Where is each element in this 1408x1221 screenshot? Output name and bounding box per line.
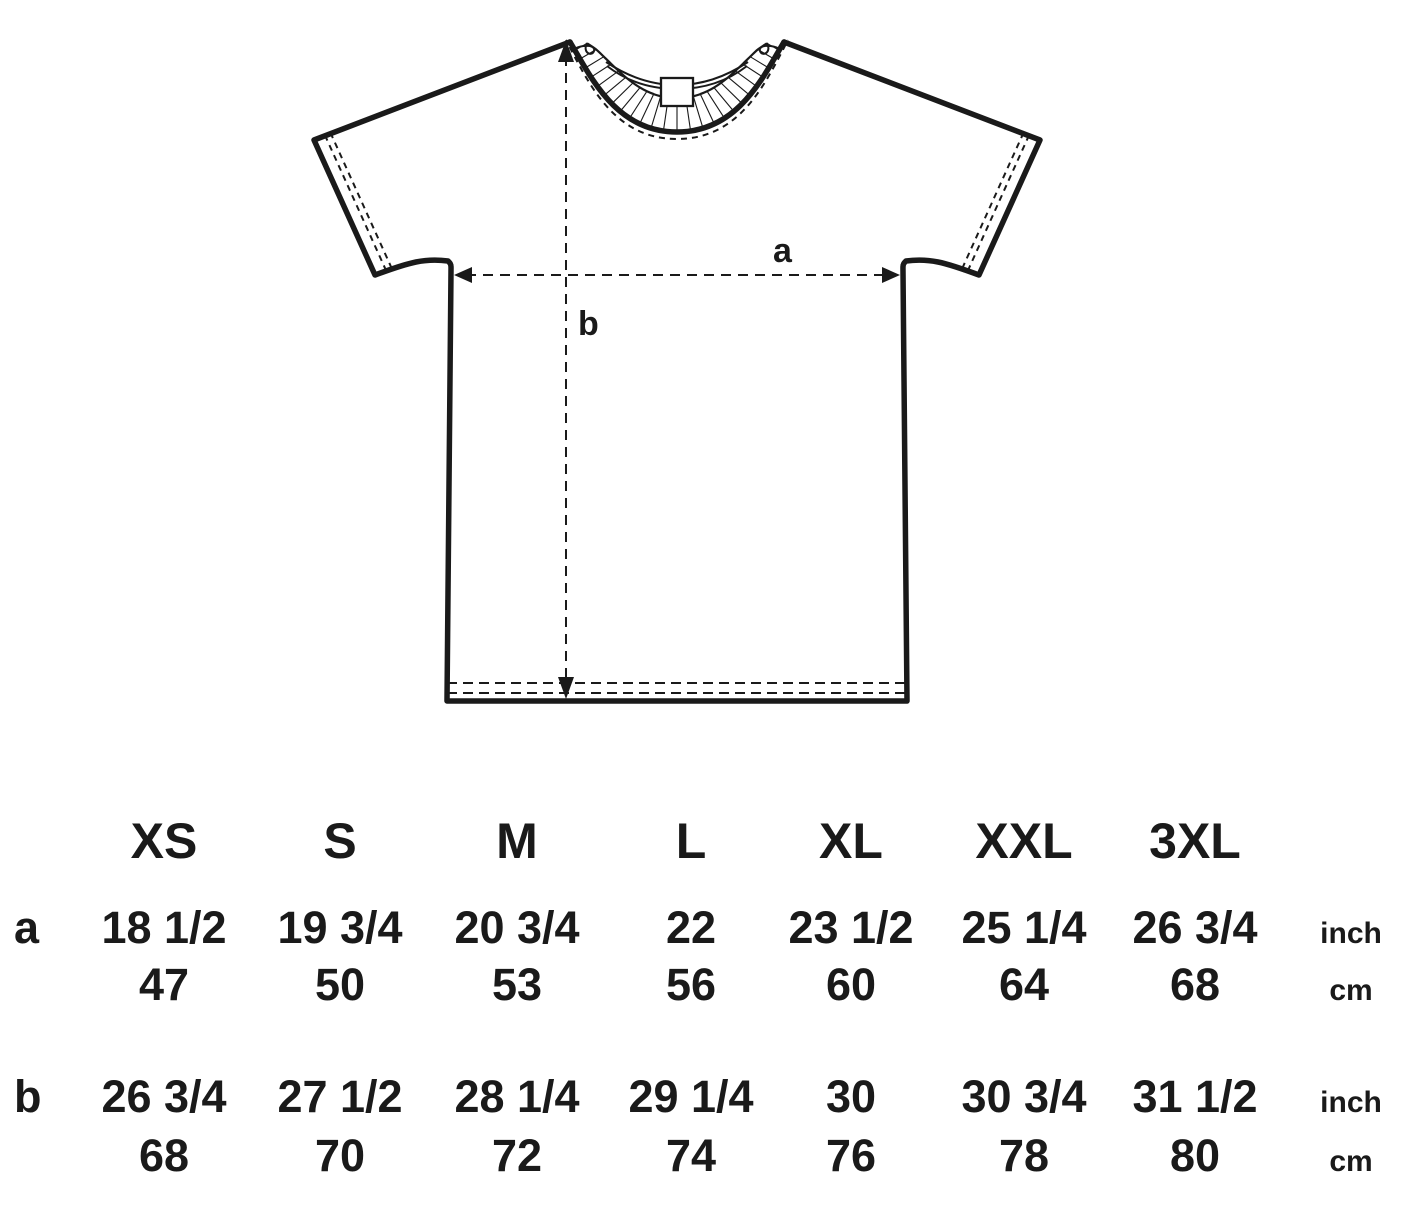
svg-text:50: 50 xyxy=(315,959,365,1010)
svg-text:76: 76 xyxy=(826,1130,876,1181)
svg-text:68: 68 xyxy=(1170,959,1220,1010)
svg-text:26 3/4: 26 3/4 xyxy=(101,1071,226,1122)
svg-text:28 1/4: 28 1/4 xyxy=(454,1071,579,1122)
svg-text:30: 30 xyxy=(826,1071,876,1122)
svg-text:64: 64 xyxy=(999,959,1049,1010)
svg-text:31 1/2: 31 1/2 xyxy=(1132,1071,1257,1122)
svg-text:22: 22 xyxy=(666,902,716,953)
svg-text:74: 74 xyxy=(666,1130,716,1181)
svg-text:68: 68 xyxy=(139,1130,189,1181)
svg-text:25 1/4: 25 1/4 xyxy=(961,902,1086,953)
svg-text:78: 78 xyxy=(999,1130,1049,1181)
svg-text:inch: inch xyxy=(1320,1086,1382,1119)
svg-text:80: 80 xyxy=(1170,1130,1220,1181)
svg-text:inch: inch xyxy=(1320,917,1382,950)
svg-text:19 3/4: 19 3/4 xyxy=(277,902,402,953)
svg-text:60: 60 xyxy=(826,959,876,1010)
svg-text:3XL: 3XL xyxy=(1149,813,1241,869)
svg-text:cm: cm xyxy=(1329,974,1372,1007)
svg-text:XL: XL xyxy=(819,813,883,869)
svg-text:20 3/4: 20 3/4 xyxy=(454,902,579,953)
svg-text:27 1/2: 27 1/2 xyxy=(277,1071,402,1122)
svg-text:53: 53 xyxy=(492,959,542,1010)
svg-text:18 1/2: 18 1/2 xyxy=(101,902,226,953)
svg-text:29 1/4: 29 1/4 xyxy=(628,1071,753,1122)
svg-text:b: b xyxy=(14,1071,42,1122)
svg-text:47: 47 xyxy=(139,959,189,1010)
svg-text:XXL: XXL xyxy=(975,813,1072,869)
svg-text:L: L xyxy=(676,813,707,869)
svg-text:56: 56 xyxy=(666,959,716,1010)
svg-text:70: 70 xyxy=(315,1130,365,1181)
svg-text:cm: cm xyxy=(1329,1145,1372,1178)
svg-text:72: 72 xyxy=(492,1130,542,1181)
svg-text:M: M xyxy=(496,813,538,869)
svg-text:a: a xyxy=(14,902,40,953)
svg-text:b: b xyxy=(578,305,599,343)
svg-text:a: a xyxy=(773,232,793,270)
svg-text:S: S xyxy=(323,813,356,869)
svg-text:30 3/4: 30 3/4 xyxy=(961,1071,1086,1122)
svg-text:26 3/4: 26 3/4 xyxy=(1132,902,1257,953)
svg-text:23 1/2: 23 1/2 xyxy=(788,902,913,953)
svg-text:XS: XS xyxy=(131,813,198,869)
